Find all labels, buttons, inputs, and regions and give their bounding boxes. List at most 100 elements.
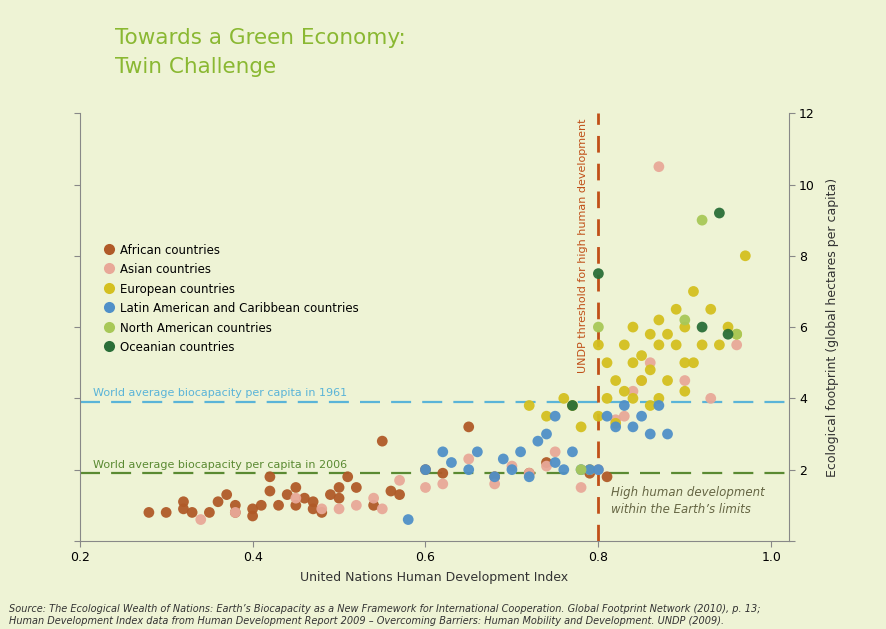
Point (609, 376, 623, 386)
Point (583, 465, 597, 475)
Point (540, 461, 554, 471)
Point (634, 411, 649, 421)
Point (643, 358, 657, 368)
Point (729, 329, 743, 339)
Point (652, 162, 666, 172)
Point (185, 508, 199, 518)
Point (678, 376, 692, 386)
Point (583, 468, 597, 478)
Text: Towards a Green Economy:: Towards a Green Economy: (115, 28, 406, 48)
Point (496, 454, 510, 464)
Point (548, 411, 563, 421)
Point (609, 422, 623, 432)
Point (583, 465, 597, 475)
Point (600, 358, 614, 368)
Point (678, 386, 692, 396)
Point (211, 497, 225, 507)
Point (436, 468, 450, 478)
Point (591, 465, 605, 475)
Point (229, 500, 243, 510)
Point (687, 358, 701, 368)
Point (487, 479, 501, 489)
Point (522, 401, 536, 411)
Point (652, 315, 666, 325)
Point (245, 504, 260, 514)
Point (349, 482, 363, 493)
Point (729, 329, 743, 339)
Point (306, 504, 320, 514)
Point (695, 322, 709, 332)
Point (626, 422, 640, 432)
Point (263, 486, 277, 496)
Point (565, 447, 579, 457)
Point (660, 329, 674, 339)
Point (729, 340, 743, 350)
Point (721, 329, 735, 339)
Point (194, 515, 208, 525)
Point (522, 472, 536, 482)
Text: World average biocapacity per capita in 1961: World average biocapacity per capita in … (93, 387, 346, 398)
Point (367, 500, 381, 510)
Point (332, 504, 346, 514)
Point (229, 508, 243, 518)
Point (583, 465, 597, 475)
Point (591, 411, 605, 421)
Point (202, 508, 216, 518)
Point (462, 422, 476, 432)
Point (340, 472, 354, 482)
Text: UNDP threshold for high human development: UNDP threshold for high human developmen… (578, 118, 588, 373)
Point (652, 393, 666, 403)
Point (643, 329, 657, 339)
Point (695, 215, 709, 225)
Point (531, 436, 545, 446)
Point (522, 468, 536, 478)
Point (418, 465, 432, 475)
Point (669, 340, 683, 350)
Point (618, 340, 632, 350)
Point (634, 350, 649, 360)
Point (462, 454, 476, 464)
Point (626, 358, 640, 368)
Point (669, 304, 683, 314)
Point (392, 476, 407, 486)
Point (600, 393, 614, 403)
Point (652, 340, 666, 350)
Point (574, 482, 588, 493)
Point (271, 500, 285, 510)
Y-axis label: Ecological footprint (global hectares per capita): Ecological footprint (global hectares pe… (826, 177, 839, 477)
Point (384, 486, 398, 496)
Point (487, 472, 501, 482)
Point (643, 401, 657, 411)
Point (159, 508, 174, 518)
Point (678, 358, 692, 368)
Point (548, 457, 563, 467)
Text: High human development
within the Earth’s limits: High human development within the Earth’… (611, 486, 766, 516)
Point (548, 447, 563, 457)
Point (315, 504, 329, 514)
Point (660, 376, 674, 386)
Point (540, 429, 554, 439)
Point (652, 401, 666, 411)
Point (176, 497, 190, 507)
Point (401, 515, 416, 525)
Point (609, 415, 623, 425)
Point (703, 393, 718, 403)
Point (609, 418, 623, 428)
Point (634, 376, 649, 386)
Point (600, 411, 614, 421)
Point (289, 493, 303, 503)
Point (332, 482, 346, 493)
Point (306, 497, 320, 507)
Point (445, 457, 459, 467)
Point (703, 304, 718, 314)
Point (315, 508, 329, 518)
Point (349, 500, 363, 510)
Point (591, 322, 605, 332)
Point (618, 386, 632, 396)
Point (436, 447, 450, 457)
Point (618, 411, 632, 421)
Point (470, 447, 485, 457)
Point (712, 208, 727, 218)
Point (332, 493, 346, 503)
Point (289, 482, 303, 493)
